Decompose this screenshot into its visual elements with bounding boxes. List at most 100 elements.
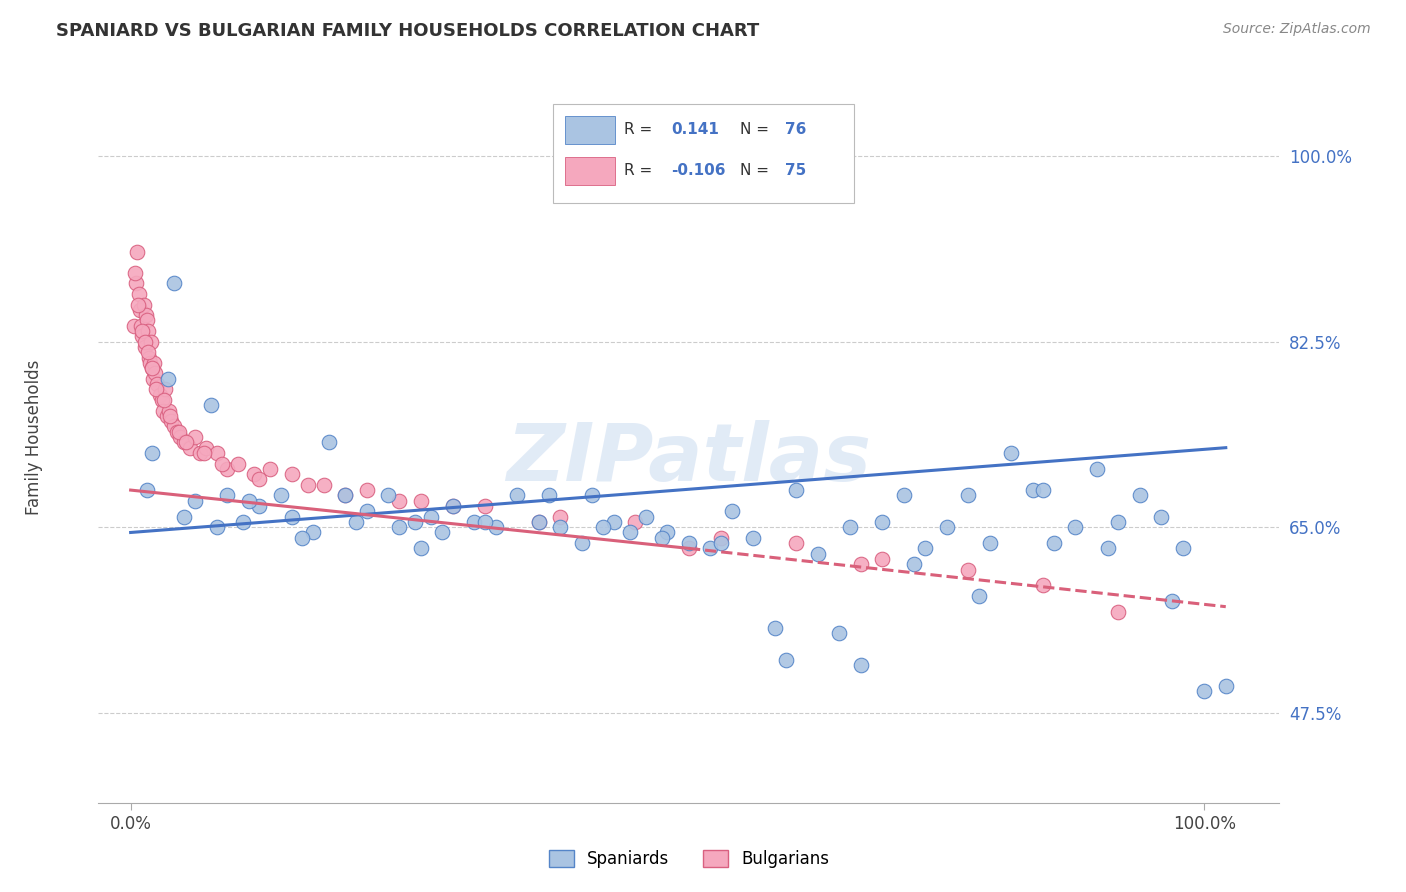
Point xyxy=(280,467,302,482)
Point xyxy=(839,520,862,534)
Point xyxy=(159,409,181,423)
Point xyxy=(538,488,561,502)
Point xyxy=(142,372,165,386)
Point xyxy=(1107,515,1129,529)
Point xyxy=(763,621,786,635)
Point xyxy=(146,377,169,392)
Point xyxy=(143,367,166,381)
Point xyxy=(134,340,156,354)
Point xyxy=(131,329,153,343)
Point xyxy=(1032,483,1054,497)
Point xyxy=(1064,520,1087,534)
Point xyxy=(179,441,201,455)
Point xyxy=(1032,578,1054,592)
Text: 0.141: 0.141 xyxy=(671,122,718,137)
Point xyxy=(870,515,893,529)
Point xyxy=(152,403,174,417)
Text: R =: R = xyxy=(624,163,652,178)
Point xyxy=(356,504,378,518)
Point xyxy=(527,515,550,529)
Point xyxy=(153,383,176,397)
Point xyxy=(785,536,807,550)
Point xyxy=(141,361,163,376)
Point xyxy=(1021,483,1043,497)
Point xyxy=(1161,594,1184,608)
Point xyxy=(1150,509,1173,524)
Point xyxy=(828,626,851,640)
Point xyxy=(678,536,700,550)
Point xyxy=(122,318,145,333)
Point xyxy=(156,409,179,423)
Point xyxy=(571,536,593,550)
Point xyxy=(125,277,148,291)
Point xyxy=(217,462,239,476)
Point xyxy=(356,483,378,497)
Point xyxy=(141,446,163,460)
Legend: Spaniards, Bulgarians: Spaniards, Bulgarians xyxy=(543,844,835,875)
Point xyxy=(169,430,191,444)
Point xyxy=(463,515,485,529)
Point xyxy=(232,515,254,529)
Text: N =: N = xyxy=(740,163,769,178)
Point xyxy=(1000,446,1022,460)
Point xyxy=(785,483,807,497)
Point xyxy=(297,477,319,491)
Text: SPANIARD VS BULGARIAN FAMILY HOUSEHOLDS CORRELATION CHART: SPANIARD VS BULGARIAN FAMILY HOUSEHOLDS … xyxy=(56,22,759,40)
Text: N =: N = xyxy=(740,122,769,137)
Point xyxy=(131,324,153,338)
Text: 75: 75 xyxy=(785,163,806,178)
Point xyxy=(302,525,325,540)
Point xyxy=(807,547,830,561)
Point xyxy=(651,531,673,545)
Point xyxy=(139,356,162,370)
Point xyxy=(775,653,797,667)
Point xyxy=(249,499,271,513)
Point xyxy=(914,541,936,556)
Point xyxy=(903,558,925,572)
Point xyxy=(1043,536,1066,550)
Point xyxy=(592,520,614,534)
Point xyxy=(409,493,432,508)
Point xyxy=(205,520,228,534)
Point xyxy=(138,345,160,359)
Y-axis label: Family Households: Family Households xyxy=(25,359,42,515)
Point xyxy=(153,392,176,407)
Point xyxy=(280,509,302,524)
Point xyxy=(634,509,657,524)
Point xyxy=(145,383,167,397)
Point xyxy=(205,446,228,460)
Point xyxy=(409,541,432,556)
Text: 76: 76 xyxy=(785,122,806,137)
Point xyxy=(849,558,872,572)
Point xyxy=(217,488,239,502)
Point xyxy=(134,334,156,349)
Point xyxy=(131,318,153,333)
Point xyxy=(259,462,281,476)
Point xyxy=(132,297,155,311)
Point xyxy=(157,372,180,386)
Point xyxy=(238,493,260,508)
Point xyxy=(420,509,443,524)
Point xyxy=(527,515,550,529)
Point xyxy=(138,351,160,365)
Point xyxy=(430,525,453,540)
Point xyxy=(129,302,152,317)
Point xyxy=(335,488,357,502)
FancyBboxPatch shape xyxy=(565,116,614,144)
Point xyxy=(243,467,266,482)
Point xyxy=(678,541,700,556)
Point xyxy=(344,515,367,529)
Text: R =: R = xyxy=(624,122,652,137)
Point xyxy=(135,308,157,322)
Point xyxy=(150,392,173,407)
Point xyxy=(441,499,464,513)
Point xyxy=(619,525,641,540)
Point xyxy=(935,520,957,534)
Text: -0.106: -0.106 xyxy=(671,163,725,178)
Point xyxy=(1215,679,1237,693)
Point xyxy=(193,446,215,460)
Point xyxy=(979,536,1001,550)
Point xyxy=(474,499,496,513)
Point xyxy=(162,277,184,291)
FancyBboxPatch shape xyxy=(553,104,855,203)
